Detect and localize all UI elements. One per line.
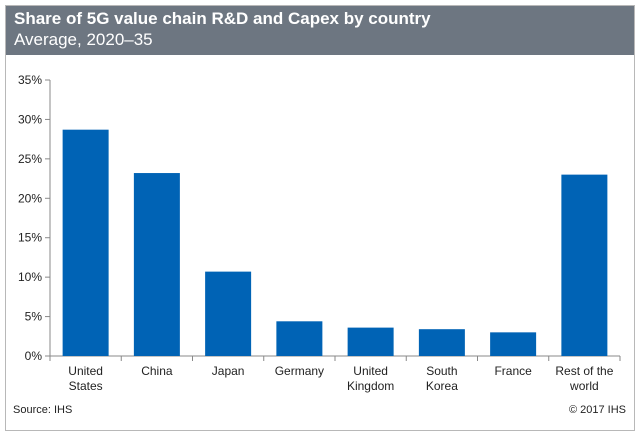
bar xyxy=(133,173,180,356)
y-tick-label: 25% xyxy=(18,152,42,166)
bar xyxy=(276,321,323,356)
bar xyxy=(205,271,252,356)
y-tick-label: 0% xyxy=(25,349,43,363)
y-tick-label: 5% xyxy=(25,310,43,324)
chart-subtitle: Average, 2020–35 xyxy=(14,30,153,49)
y-tick-label: 35% xyxy=(18,73,42,87)
bar xyxy=(490,332,537,356)
source-note: Source: IHS xyxy=(13,404,73,416)
x-tick-label: China xyxy=(141,364,173,378)
x-tick-label: United States xyxy=(68,364,103,393)
x-tick-label: Germany xyxy=(275,364,324,378)
bar xyxy=(561,174,608,356)
x-tick-label: South Korea xyxy=(426,364,458,393)
y-tick-label: 30% xyxy=(18,112,42,126)
chart-header: Share of 5G value chain R&D and Capex by… xyxy=(6,6,634,55)
y-tick-label: 20% xyxy=(18,191,42,205)
x-tick-label: Rest of the world xyxy=(555,364,613,393)
chart-frame: Share of 5G value chain R&D and Capex by… xyxy=(5,5,635,431)
y-tick-label: 10% xyxy=(18,270,42,284)
bar xyxy=(62,129,109,356)
x-tick-label: United Kingdom xyxy=(347,364,394,393)
x-tick-label: France xyxy=(494,364,532,378)
chart-title: Share of 5G value chain R&D and Capex by… xyxy=(14,9,431,28)
x-tick-label: Japan xyxy=(212,364,245,378)
bar xyxy=(418,329,465,356)
y-tick-label: 15% xyxy=(18,231,42,245)
bar xyxy=(347,327,394,356)
copyright-note: © 2017 IHS xyxy=(568,404,626,416)
